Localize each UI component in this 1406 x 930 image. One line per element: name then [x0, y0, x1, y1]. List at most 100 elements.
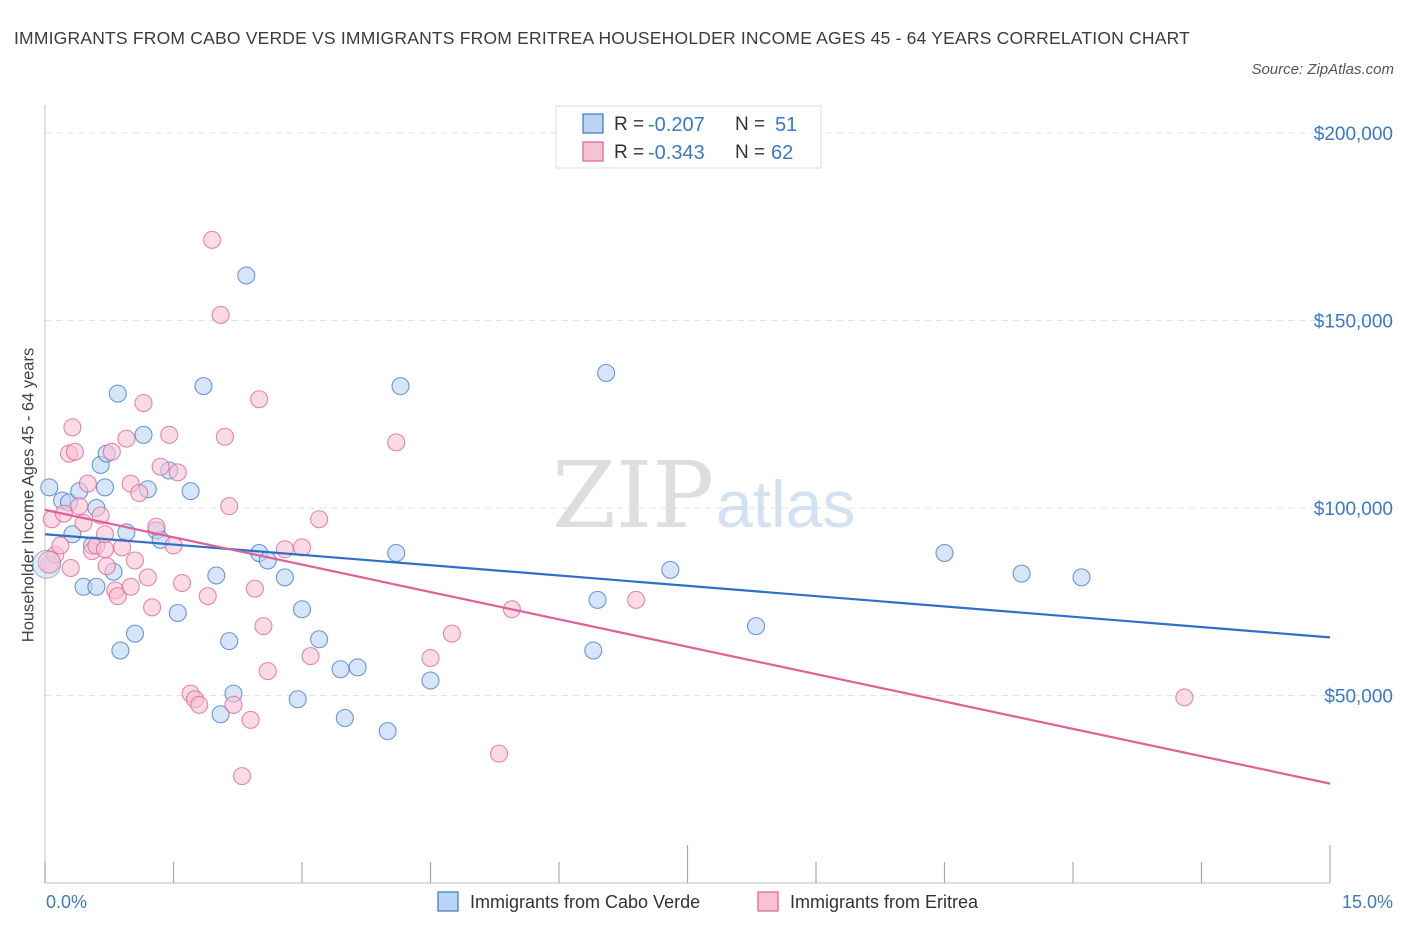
watermark: ZIP atlas: [552, 442, 855, 549]
point-blue-12: [108, 384, 127, 403]
point-blue-24: [211, 705, 230, 724]
point-blue-16: [134, 425, 153, 444]
point-pink-52: [387, 433, 406, 452]
point-blue-23: [194, 377, 213, 396]
source-credit: Source: ZipAtlas.com: [1251, 61, 1394, 78]
point-blue-36: [335, 708, 354, 728]
y-tick-label-1: $100,000: [1314, 499, 1393, 520]
legend-swatch-cabo-verde: [437, 891, 459, 912]
legend: Immigrants from Cabo Verde Immigrants fr…: [437, 891, 979, 912]
point-pink-53: [421, 648, 440, 668]
point-pink-8: [70, 497, 89, 516]
point-pink-50: [301, 647, 320, 666]
point-pink-54: [442, 624, 461, 643]
point-pink-26: [143, 598, 162, 617]
point-blue-13: [111, 641, 130, 660]
point-pink-61: [61, 558, 80, 578]
point-blue-35: [331, 660, 350, 679]
point-pink-44: [245, 579, 264, 598]
point-blue-22: [181, 482, 200, 501]
point-pink-47: [258, 662, 277, 681]
point-pink-46: [254, 617, 273, 636]
point-pink-29: [160, 425, 179, 444]
point-blue-39: [387, 543, 406, 563]
point-blue-0: [40, 478, 59, 497]
y-tick-labels: $50,000 $100,000 $150,000 $200,000: [1314, 124, 1393, 708]
legend-label-eritrea: Immigrants from Eritrea: [790, 892, 979, 912]
x-tick-label-max: 15.0%: [1342, 892, 1393, 912]
chart-title: IMMIGRANTS FROM CABO VERDE VS IMMIGRANTS…: [14, 28, 1191, 48]
watermark-atlas: atlas: [716, 467, 855, 541]
point-pink-15: [97, 557, 116, 576]
point-pink-39: [215, 427, 234, 446]
point-pink-16: [102, 442, 121, 461]
point-pink-43: [241, 710, 260, 729]
point-pink-45: [250, 390, 269, 409]
stats-swatch-blue: [582, 113, 604, 134]
stats-swatch-pink: [582, 141, 604, 162]
legend-swatch-eritrea: [757, 891, 779, 912]
stats-n-label-pink: N =: [735, 142, 765, 163]
point-blue-30: [258, 551, 277, 570]
point-pink-19: [113, 538, 132, 557]
point-pink-10: [78, 474, 97, 493]
point-pink-31: [168, 463, 187, 482]
watermark-zip: ZIP: [552, 442, 714, 549]
point-blue-25: [207, 566, 226, 585]
point-blue-21: [168, 603, 187, 623]
x-tick-label-min: 0.0%: [46, 892, 87, 912]
point-blue-44: [597, 363, 616, 383]
point-blue-42: [584, 641, 603, 660]
point-pink-37: [203, 230, 222, 249]
point-pink-36: [198, 587, 217, 606]
y-tick-label-3: $200,000: [1314, 124, 1393, 145]
point-blue-28: [237, 266, 256, 285]
point-pink-24: [134, 393, 153, 413]
point-blue-26: [220, 632, 239, 651]
y-tick-label-2: $150,000: [1314, 312, 1393, 333]
point-pink-35: [190, 695, 209, 714]
y-tick-label-0: $50,000: [1324, 687, 1393, 708]
point-pink-20: [117, 429, 136, 448]
point-pink-55: [489, 744, 509, 763]
point-blue-41: [421, 671, 440, 690]
point-blue-15: [125, 624, 144, 643]
point-blue-34: [310, 630, 329, 649]
point-blue-3: [63, 525, 82, 544]
trend-line-pink: [44, 508, 1331, 785]
point-pink-18: [108, 587, 127, 606]
point-pink-22: [125, 551, 144, 570]
point-blue-45: [661, 560, 680, 579]
point-blue-40: [391, 377, 410, 396]
stats-n-value-blue: 51: [775, 114, 797, 136]
point-pink-58: [1175, 688, 1194, 707]
point-pink-3: [51, 536, 70, 555]
point-blue-50: [87, 577, 106, 596]
stats-r-value-blue: -0.207: [648, 114, 705, 136]
point-pink-41: [224, 695, 243, 714]
grid-lines: [45, 132, 1395, 696]
point-blue-33: [292, 600, 312, 619]
point-pink-51: [310, 510, 329, 529]
stats-r-label-blue: R =: [614, 114, 644, 135]
point-pink-28: [151, 457, 170, 476]
point-blue-46: [746, 617, 766, 636]
stats-n-value-pink: 62: [771, 142, 793, 164]
point-blue-37: [348, 658, 367, 677]
point-blue-48: [1012, 564, 1031, 583]
point-pink-38: [211, 305, 230, 324]
point-pink-48: [275, 540, 294, 559]
data-points: [32, 230, 1194, 786]
point-pink-6: [63, 418, 82, 437]
point-pink-cluster: [37, 550, 61, 574]
point-pink-27: [147, 517, 166, 536]
stats-n-label-blue: N =: [735, 114, 765, 135]
stats-r-value-pink: -0.343: [648, 142, 705, 164]
point-pink-32: [173, 573, 192, 593]
point-blue-32: [288, 690, 307, 709]
point-blue-9: [95, 478, 115, 497]
point-pink-60: [121, 577, 140, 596]
point-pink-42: [232, 767, 252, 786]
point-blue-31: [275, 568, 294, 587]
